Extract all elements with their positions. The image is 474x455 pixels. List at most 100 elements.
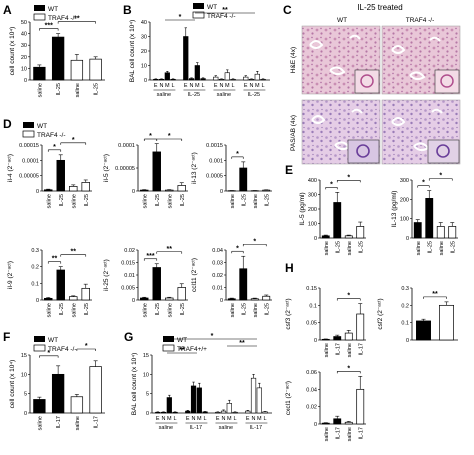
bar <box>245 410 251 414</box>
chart-d-il4: 0 0.00005 0.0001 0.00015 il-4 (2⁻ᵃᶜᵗ) saline I… <box>7 137 92 208</box>
y-tick-label: 400 <box>308 178 317 184</box>
bar <box>44 189 53 192</box>
bar <box>439 304 454 341</box>
bar <box>344 332 353 341</box>
bar <box>56 159 65 192</box>
y-tick-label: 0.0001 <box>22 158 39 164</box>
bar <box>254 73 260 81</box>
subcategory-label: M <box>255 83 260 89</box>
group-label: IL-25 <box>248 92 261 98</box>
y-tick-label: 0 <box>220 298 223 304</box>
y-axis-label: il-5 (2⁻ᵃᶜᵗ) <box>103 154 110 182</box>
chart-d-il9: 0 0.1 0.2 0.3 il-9 (2⁻ᵃᶜᵗ) saline IL-25 saline I… <box>7 248 92 317</box>
bar <box>70 59 84 81</box>
significance-label: ** <box>432 291 438 298</box>
category-label: IL-25 <box>264 194 270 207</box>
subcategory-label: E <box>216 416 220 422</box>
y-tick-label: 10 <box>21 372 27 378</box>
y-tick-label: 30 <box>141 35 147 41</box>
y-tick-label: 0.0005 <box>206 174 223 180</box>
category-label: IL-25 <box>155 303 161 316</box>
bar <box>321 422 330 425</box>
y-tick-label: 0.02 <box>306 405 317 411</box>
legend-g-wt-label: WT <box>177 337 187 344</box>
bar <box>260 78 266 81</box>
subcategory-label: E <box>246 416 250 422</box>
y-tick-label: 0.02 <box>124 248 135 254</box>
y-axis-label: il-4 (2⁻ᵃᶜᵗ) <box>7 154 14 182</box>
bar <box>215 411 221 414</box>
y-tick-label: 0.15 <box>306 286 317 292</box>
category-label: IL-25 <box>155 194 161 207</box>
category-label: saline <box>324 343 330 357</box>
y-tick-label: 0 <box>24 411 27 417</box>
category-label: IL-25 <box>59 194 65 207</box>
subcategory-label: M <box>165 83 170 89</box>
y-tick-label: 0 <box>314 236 317 242</box>
category-label: saline <box>71 194 77 208</box>
category-label: saline <box>253 194 259 208</box>
bar <box>51 373 65 414</box>
col-label-ko: TRAF4 -/- <box>406 17 435 24</box>
subcategory-label: L <box>172 83 175 89</box>
category-label: IL-25 <box>427 241 433 254</box>
y-tick-label: 10 <box>21 66 27 72</box>
col-label-wt: WT <box>337 17 347 24</box>
y-axis-label: BAL cell count (x 10⁴) <box>131 353 138 416</box>
category-label: saline <box>167 194 173 208</box>
subcategory-label: N <box>250 83 254 89</box>
y-tick-label: 100 <box>400 217 409 223</box>
subcategory-label: L <box>202 83 205 89</box>
bar <box>140 189 149 192</box>
subcategory-label: L <box>234 416 237 422</box>
subcategory-label: L <box>262 83 265 89</box>
significance-label: * <box>253 238 256 245</box>
subcategory-label: L <box>232 83 235 89</box>
y-tick-label: 0.0015 <box>206 143 223 149</box>
chart-f: 0 5 10 15 cell count (x 10⁴) saline IL-17 salin… <box>9 343 105 430</box>
chart-h-csf2: 0 0.1 0.2 0.3 csf2 (2⁻ᵃᶜᵗ) ** <box>377 286 458 344</box>
bar <box>416 320 431 341</box>
y-tick-label: 0.3 <box>31 248 39 254</box>
panel-label-f: F <box>3 330 10 344</box>
subcategory-label: L <box>204 416 207 422</box>
category-label: IL-17 <box>335 427 341 440</box>
subcategory-label: M <box>225 83 230 89</box>
legend-a: WT TRAF4 -/- <box>33 5 77 22</box>
subcategory-label: E <box>156 416 160 422</box>
significance-label: *** <box>146 253 154 260</box>
bar <box>436 226 445 239</box>
bar <box>56 269 65 301</box>
chart-h-csf3: 0 0.05 0.1 0.15 csf3 (2⁻ᵃᶜᵗ) saline IL-17 salin… <box>285 286 366 357</box>
y-axis-label: cxcl1 (2⁻ᵃᶜᵗ) <box>285 381 292 415</box>
category-label: saline <box>71 303 77 317</box>
bar <box>69 186 78 192</box>
bar <box>333 418 342 425</box>
bar <box>172 411 178 414</box>
bar <box>321 338 330 341</box>
subcategory-label: E <box>154 83 158 89</box>
significance-label: * <box>53 144 56 151</box>
group-label: saline <box>159 425 173 431</box>
bar <box>413 222 422 239</box>
y-axis-label: csf3 (2⁻ᵃᶜᵗ) <box>285 298 292 329</box>
significance-label: * <box>236 245 239 252</box>
bar <box>33 399 46 414</box>
bar <box>194 65 200 81</box>
bar <box>44 297 53 301</box>
y-tick-label: 0 <box>24 78 27 84</box>
row-label-pas: PAS/AB (4x) <box>290 115 297 151</box>
category-label: saline <box>230 194 236 208</box>
category-label: IL-25 <box>335 241 341 254</box>
y-axis-label: cell count (x 10⁴) <box>9 360 16 409</box>
y-tick-label: 0.00015 <box>19 143 39 149</box>
legend-f-wt-label: WT <box>48 337 58 344</box>
bar <box>190 385 197 414</box>
y-tick-label: 0 <box>132 298 135 304</box>
bar <box>89 58 102 81</box>
bar <box>344 421 353 425</box>
category-label: saline <box>347 427 353 441</box>
y-axis-label: il-9 (2⁻ᵃᶜᵗ) <box>7 261 14 289</box>
legend-a-wt-swatch <box>34 5 45 11</box>
bar <box>250 377 257 414</box>
